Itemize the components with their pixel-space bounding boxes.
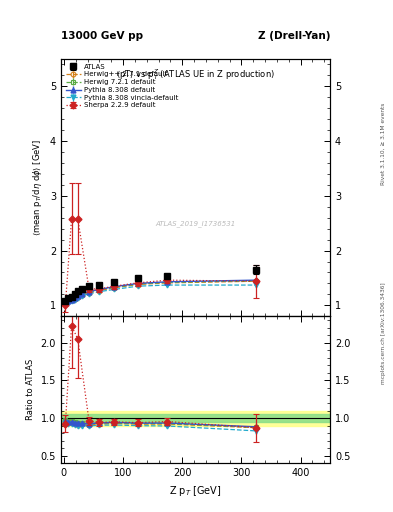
Text: 13000 GeV pp: 13000 GeV pp bbox=[61, 31, 143, 41]
Bar bbox=[61, 411, 330, 425]
Text: ATLAS_2019_I1736531: ATLAS_2019_I1736531 bbox=[155, 220, 236, 227]
Text: mcplots.cern.ch [arXiv:1306.3436]: mcplots.cern.ch [arXiv:1306.3436] bbox=[381, 282, 386, 383]
Text: $\langle$pT$\rangle$ vs p$_T^Z$ (ATLAS UE in Z production): $\langle$pT$\rangle$ vs p$_T^Z$ (ATLAS U… bbox=[116, 67, 275, 81]
Text: Z (Drell-Yan): Z (Drell-Yan) bbox=[258, 31, 330, 41]
X-axis label: Z p$_T$ [GeV]: Z p$_T$ [GeV] bbox=[169, 484, 222, 498]
Legend: ATLAS, Herwig++ 2.7.1 default, Herwig 7.2.1 default, Pythia 8.308 default, Pythi: ATLAS, Herwig++ 2.7.1 default, Herwig 7.… bbox=[64, 62, 180, 110]
Bar bbox=[61, 414, 330, 422]
Text: Rivet 3.1.10, ≥ 3.1M events: Rivet 3.1.10, ≥ 3.1M events bbox=[381, 102, 386, 184]
Y-axis label: $\langle$mean p$_T$/d$\eta$ d$\phi\rangle$ [GeV]: $\langle$mean p$_T$/d$\eta$ d$\phi\rangl… bbox=[31, 139, 44, 236]
Y-axis label: Ratio to ATLAS: Ratio to ATLAS bbox=[26, 359, 35, 420]
